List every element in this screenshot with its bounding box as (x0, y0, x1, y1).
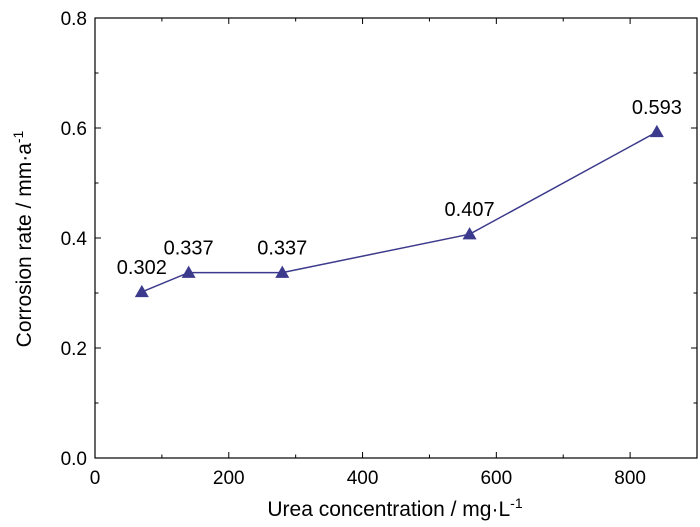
x-axis-title-superscript: -1 (510, 495, 523, 511)
data-label: 0.593 (632, 97, 682, 119)
data-point-triangle (649, 124, 664, 138)
x-axis-title-text: Urea concentration / mg·L (267, 498, 510, 521)
y-tick-label: 0.2 (61, 339, 87, 360)
data-point-triangle (275, 265, 290, 278)
y-tick-label: 0.4 (61, 229, 88, 250)
data-label: 0.337 (164, 238, 214, 260)
series-line (141, 131, 658, 293)
data-label: 0.407 (445, 199, 495, 221)
y-axis-title-superscript: -1 (10, 130, 26, 143)
x-tick-label: 400 (347, 468, 379, 489)
y-axis-title-text: Corrosion rate / mm·a (13, 143, 36, 348)
x-tick-label: 600 (480, 468, 512, 489)
y-tick-label: 0.8 (61, 9, 87, 30)
data-point-triangle (181, 265, 196, 278)
x-tick-label: 800 (614, 468, 646, 489)
x-tick-label: 0 (90, 468, 101, 489)
data-point-triangle (462, 227, 477, 240)
y-tick-label: 0.6 (61, 119, 87, 140)
series-group (134, 124, 664, 298)
y-tick-label: 0.0 (61, 449, 87, 470)
x-axis-title: Urea concentration / mg·L-1 (267, 495, 522, 521)
y-axis-title: Corrosion rate / mm·a-1 (10, 130, 36, 347)
data-point-triangle (134, 284, 149, 298)
data-label: 0.302 (117, 257, 167, 279)
data-label: 0.337 (257, 238, 307, 260)
x-tick-label: 200 (213, 468, 245, 489)
ticks-group: 0.0 0.2 0.4 0.6 0.8 0 200 400 600 800 (61, 9, 698, 489)
